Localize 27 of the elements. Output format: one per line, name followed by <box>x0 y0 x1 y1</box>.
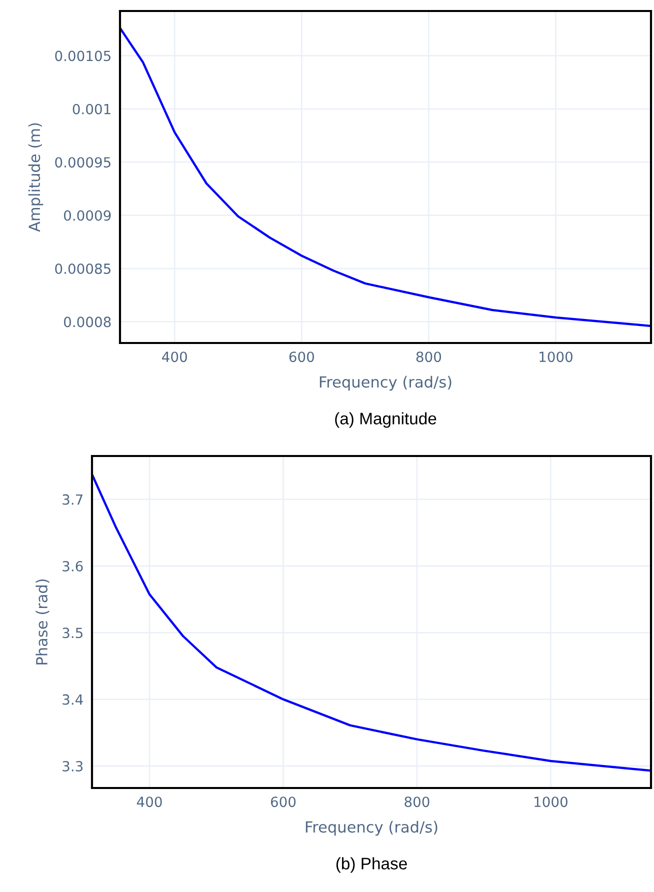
y-tick-label: 0.001 <box>72 104 110 114</box>
line-series <box>120 26 651 328</box>
x-tick-label: 400 <box>162 352 187 362</box>
line-series <box>92 473 651 772</box>
x-tick-label: 1000 <box>534 796 568 808</box>
text: (b) Phase <box>336 857 407 873</box>
y-axis-title: Phase (rad) <box>36 579 50 664</box>
y-axis-title: Amplitude (m) <box>28 123 44 232</box>
x-axis-title: Frequency (rad/s) <box>320 376 452 391</box>
y-tick-label: 3.7 <box>62 494 82 505</box>
x-tick-label: 1000 <box>540 352 572 362</box>
y-tick-label: 3.6 <box>62 560 83 572</box>
x-tick-label: 600 <box>289 352 314 362</box>
y-tick-label: 0.0009 <box>64 210 111 221</box>
text: (a) Magnitude <box>335 412 436 428</box>
y-tick-label: 0.00085 <box>55 263 110 274</box>
x-axis-title: Frequency (rad/s) <box>306 820 438 836</box>
y-tick-label: 0.0008 <box>64 316 111 328</box>
x-tick-label: 600 <box>270 796 296 808</box>
x-tick-label: 400 <box>136 796 162 808</box>
y-tick-label: 0.00105 <box>55 50 110 62</box>
y-tick-label: 3.4 <box>62 694 83 705</box>
x-tick-label: 800 <box>416 352 442 362</box>
x-tick-label: 800 <box>404 796 430 808</box>
y-tick-label: 3.3 <box>62 760 83 772</box>
y-tick-label: 0.00095 <box>55 157 110 168</box>
y-tick-label: 3.5 <box>62 628 82 638</box>
